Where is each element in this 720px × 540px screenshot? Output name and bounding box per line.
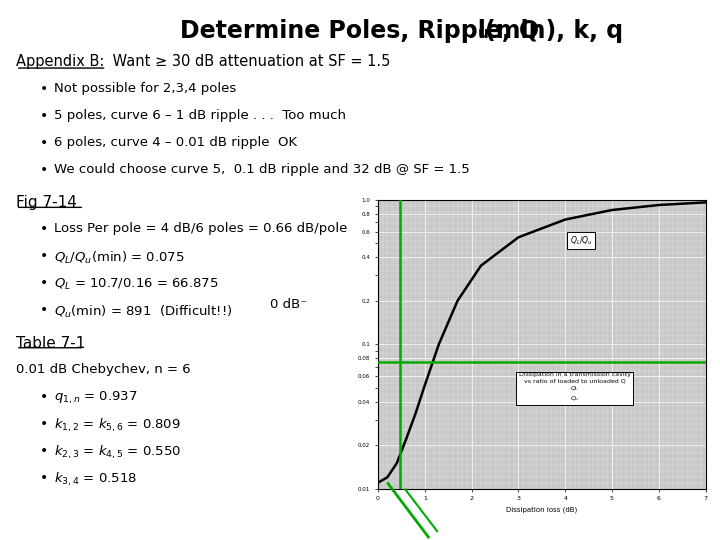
- Text: 6 poles, curve 4 – 0.01 dB ripple  OK: 6 poles, curve 4 – 0.01 dB ripple OK: [54, 136, 297, 149]
- Text: 0 dB⁻: 0 dB⁻: [270, 298, 307, 311]
- Text: •: •: [40, 109, 48, 123]
- Text: •: •: [40, 82, 48, 96]
- Text: Fig 7-14: Fig 7-14: [16, 195, 77, 211]
- Text: We could choose curve 5,  0.1 dB ripple and 32 dB @ SF = 1.5: We could choose curve 5, 0.1 dB ripple a…: [54, 163, 469, 176]
- Text: Want ≥ 30 dB attenuation at SF = 1.5: Want ≥ 30 dB attenuation at SF = 1.5: [108, 54, 390, 69]
- Text: $\mathit{q}_{1,n}$ = 0.937: $\mathit{q}_{1,n}$ = 0.937: [54, 390, 138, 406]
- Text: •: •: [40, 249, 48, 264]
- Text: Table 7-1: Table 7-1: [16, 336, 85, 351]
- Text: (min), k, q: (min), k, q: [485, 19, 624, 43]
- Text: $\mathit{Q_L}$/$\mathit{Q_u}$(min) = 0.075: $\mathit{Q_L}$/$\mathit{Q_u}$(min) = 0.0…: [54, 249, 185, 266]
- Text: •: •: [40, 417, 48, 431]
- Text: •: •: [40, 163, 48, 177]
- Text: Not possible for 2,3,4 poles: Not possible for 2,3,4 poles: [54, 82, 236, 95]
- Text: •: •: [40, 276, 48, 291]
- Text: $\mathit{k}_{3,4}$ = 0.518: $\mathit{k}_{3,4}$ = 0.518: [54, 471, 137, 488]
- Text: •: •: [40, 390, 48, 404]
- Text: Appendix B:: Appendix B:: [16, 54, 104, 69]
- X-axis label: Dissipation loss (dB): Dissipation loss (dB): [506, 507, 577, 514]
- Text: $\mathit{k}_{1,2}$ = $\mathit{k}_{5,6}$ = 0.809: $\mathit{k}_{1,2}$ = $\mathit{k}_{5,6}$ …: [54, 417, 181, 434]
- Text: •: •: [40, 444, 48, 458]
- Text: •: •: [40, 471, 48, 485]
- Text: 5 poles, curve 6 – 1 dB ripple . . .  Too much: 5 poles, curve 6 – 1 dB ripple . . . Too…: [54, 109, 346, 122]
- Text: 0.01 dB Chebychev, n = 6: 0.01 dB Chebychev, n = 6: [16, 363, 191, 376]
- Text: $\mathit{Q_u}$(min) = 891  (Difficult!!): $\mathit{Q_u}$(min) = 891 (Difficult!!): [54, 303, 233, 320]
- Text: •: •: [40, 136, 48, 150]
- Text: •: •: [40, 303, 48, 318]
- Text: u: u: [478, 26, 489, 41]
- Text: $\mathit{Q_L}$ = 10.7/0.16 = 66.875: $\mathit{Q_L}$ = 10.7/0.16 = 66.875: [54, 276, 218, 292]
- Text: •: •: [40, 222, 48, 237]
- Text: Loss Per pole = 4 dB/6 poles = 0.66 dB/pole: Loss Per pole = 4 dB/6 poles = 0.66 dB/p…: [54, 222, 347, 235]
- Text: Determine Poles, Ripple, Q: Determine Poles, Ripple, Q: [181, 19, 539, 43]
- Text: $\mathit{k}_{2,3}$ = $\mathit{k}_{4,5}$ = 0.550: $\mathit{k}_{2,3}$ = $\mathit{k}_{4,5}$ …: [54, 444, 181, 461]
- Text: $Q_L/Q_u$: $Q_L/Q_u$: [570, 234, 593, 247]
- Text: Dissipation in a transmission cavity
vs ratio of loaded to unloaded Q
$Q_L$
$Q_u: Dissipation in a transmission cavity vs …: [518, 372, 631, 403]
